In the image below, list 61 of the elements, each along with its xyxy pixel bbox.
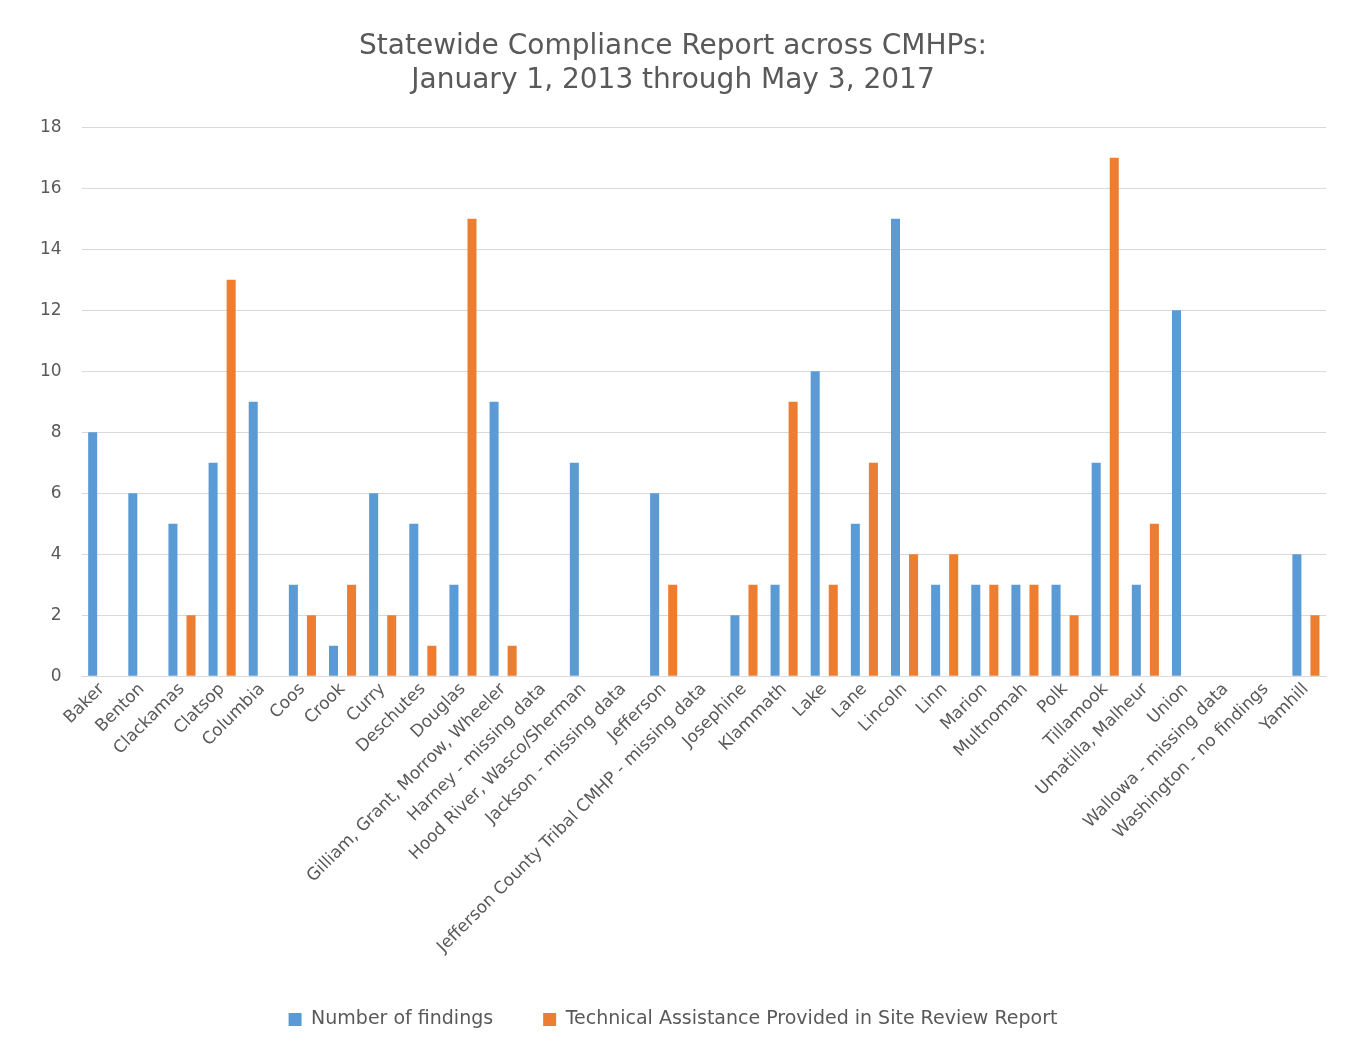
bar xyxy=(1131,584,1141,676)
bar xyxy=(449,584,459,676)
bar xyxy=(288,584,298,676)
bar xyxy=(507,645,517,676)
y-tick-label: 16 xyxy=(39,176,62,197)
y-tick-label: 12 xyxy=(39,298,62,319)
bar xyxy=(668,584,678,676)
bar xyxy=(788,401,798,676)
bar xyxy=(650,493,660,676)
bar xyxy=(850,523,860,676)
bar xyxy=(208,462,218,676)
bar xyxy=(467,218,477,676)
bar xyxy=(427,645,437,676)
y-tick-label: 6 xyxy=(50,481,62,502)
bar xyxy=(409,523,419,676)
y-tick-label: 14 xyxy=(39,237,62,258)
bar xyxy=(1109,157,1119,676)
bar xyxy=(1310,615,1320,676)
bar xyxy=(347,584,357,676)
bar xyxy=(1149,523,1159,676)
y-tick-label: 2 xyxy=(50,603,62,624)
bar xyxy=(890,218,901,676)
bar xyxy=(909,554,919,676)
bar xyxy=(1029,584,1039,676)
y-tick-label: 18 xyxy=(39,115,62,136)
bar xyxy=(1171,310,1181,676)
bar xyxy=(128,493,138,676)
bar xyxy=(186,615,196,676)
bar xyxy=(387,615,397,676)
bar xyxy=(168,523,178,676)
bar xyxy=(369,493,379,676)
bar xyxy=(1051,584,1061,676)
bar xyxy=(989,584,999,676)
bar xyxy=(730,615,740,676)
text: January 1, 2013 through May 3, 2017 xyxy=(411,61,935,95)
bar xyxy=(810,371,820,676)
bar xyxy=(248,401,258,676)
legend-label: Technical Assistance Provided in Site Review Report xyxy=(564,1006,1058,1029)
text: Statewide Compliance Report across CMHPs: xyxy=(359,28,987,62)
legend-label: Number of findings xyxy=(311,1006,494,1029)
bar xyxy=(748,584,758,676)
y-tick-label: 8 xyxy=(50,420,62,441)
y-tick-label: 4 xyxy=(50,542,62,563)
bar xyxy=(1011,584,1021,676)
bar xyxy=(569,462,579,676)
bar xyxy=(931,584,941,676)
bar xyxy=(1069,615,1079,676)
y-tick-label: 10 xyxy=(39,359,62,380)
y-tick-label: 0 xyxy=(50,664,62,685)
bar xyxy=(949,554,959,676)
bar xyxy=(971,584,981,676)
bar xyxy=(226,279,236,676)
bar xyxy=(828,584,838,676)
bar xyxy=(770,584,780,676)
bar xyxy=(329,645,339,676)
bar xyxy=(868,462,878,676)
bar xyxy=(88,432,98,676)
bar xyxy=(489,401,499,676)
bar xyxy=(1091,462,1101,676)
bar xyxy=(1292,554,1302,676)
bar xyxy=(306,615,316,676)
